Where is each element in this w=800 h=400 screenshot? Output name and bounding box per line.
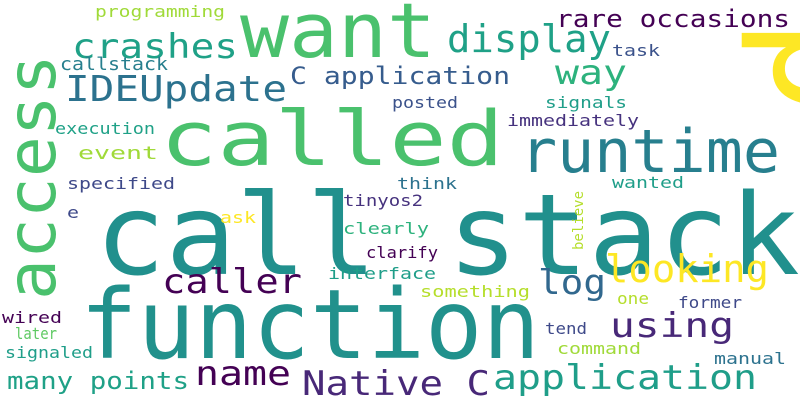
word-posted: posted [392,93,458,112]
word-caller: caller [162,262,302,302]
word-former: former [678,293,742,312]
word-ask: ask [220,208,256,227]
word-immediately: immediately [507,111,639,130]
word-clarify: clarify [366,243,438,262]
word-runtime: runtime [520,117,780,187]
word-one: one [617,289,649,308]
word-clearly: clearly [343,219,429,238]
word-signaled: signaled [5,343,93,362]
word-callstack: callstack [60,54,168,75]
word-application: application [493,358,757,398]
word-tinyos2: tinyos2 [343,191,423,210]
word-using: using [610,306,734,346]
word-access: access [0,54,72,300]
word-ideupdate: IDEUpdate [65,69,287,110]
word-programming: programming [95,2,225,21]
word-something: something [420,282,530,301]
word-task: task [612,41,660,60]
word-e: e [67,203,79,222]
word-name: name [195,354,291,394]
word-way: way [555,53,627,93]
word-called: called [160,94,504,183]
word-specified: specified [67,174,175,193]
word-display: display [447,17,611,61]
word-manual: manual [714,349,786,368]
word-call-stack: call stack [95,171,800,301]
word-execution: execution [55,119,155,138]
word-wired: wired [2,308,62,327]
word-tend: tend [545,319,587,338]
word-want: want [240,0,436,75]
word-looking: looking [605,247,769,291]
word-interface: interface [328,264,436,283]
word-believe: believe [571,191,587,250]
word-function: function [80,269,540,381]
word-signals: signals [545,93,627,112]
word-later: later [15,324,57,343]
word-rare-occasions: rare occasions [556,5,790,33]
word-crashes: crashes [72,27,238,67]
word-native-c: Native C [302,364,490,400]
word-command: command [557,339,641,358]
word-wanted: wanted [612,173,684,192]
word-event: event [78,143,158,164]
word-c-application: C application [290,62,510,90]
word-think: think [397,174,457,193]
word-many-points: many points [7,367,189,395]
word-log: log [538,263,606,303]
word-p: p [737,18,800,114]
